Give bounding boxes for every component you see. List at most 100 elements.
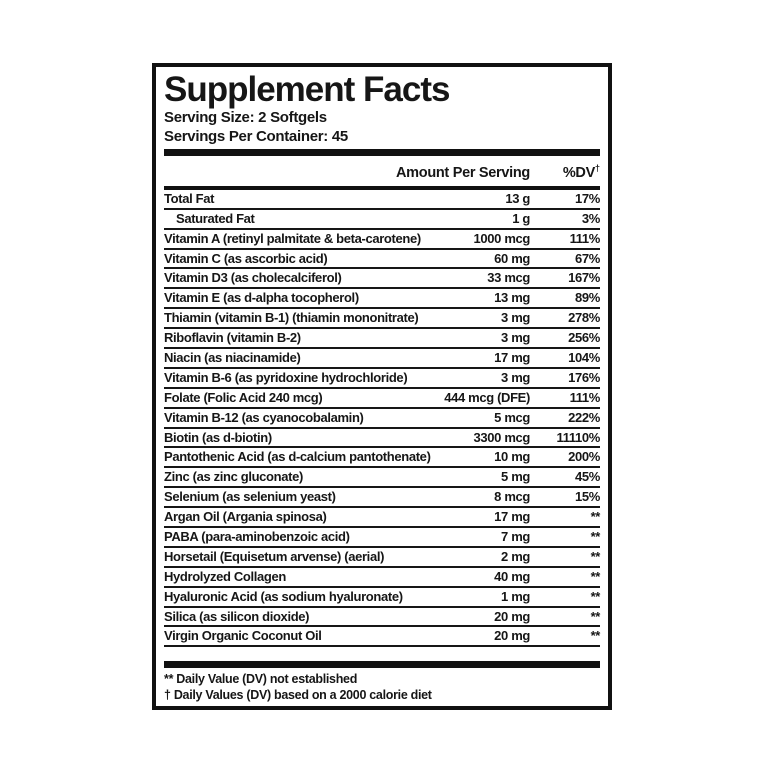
nutrient-amount: 2 mg bbox=[501, 548, 530, 564]
nutrient-amount: 1 g bbox=[512, 210, 530, 226]
nutrient-row: Virgin Organic Coconut Oil 20 mg ** bbox=[164, 627, 601, 648]
nutrient-name: Niacin (as niacinamide) bbox=[164, 349, 301, 365]
nutrient-name: Selenium (as selenium yeast) bbox=[164, 489, 336, 505]
nutrient-row: Saturated Fat 1 g 3% bbox=[164, 210, 600, 230]
nutrient-name: Vitamin E (as d-alpha tocopherol) bbox=[164, 290, 359, 306]
nutrient-dv: ** bbox=[590, 548, 601, 564]
nutrient-dv: 17% bbox=[575, 190, 600, 206]
nutrient-name: Thiamin (vitamin B-1) (thiamin mononitra… bbox=[164, 310, 419, 326]
nutrient-name: Biotin (as d-biotin) bbox=[164, 429, 272, 445]
nutrient-amount: 10 mg bbox=[494, 449, 530, 465]
nutrient-amount: 20 mg bbox=[494, 628, 530, 644]
nutrient-name: Hyaluronic Acid (as sodium hyaluronate) bbox=[164, 588, 403, 604]
nutrient-name: Silica (as silicon dioxide) bbox=[164, 608, 310, 624]
nutrient-amount: 20 mg bbox=[494, 608, 530, 624]
nutrient-name: Saturated Fat bbox=[176, 210, 255, 226]
nutrient-amount: 3 mg bbox=[501, 369, 530, 385]
nutrient-amount: 3300 mcg bbox=[473, 429, 531, 445]
nutrient-name: Argan Oil (Argania spinosa) bbox=[164, 509, 327, 525]
column-header-amount: Amount Per Serving bbox=[396, 164, 530, 181]
servings-per-container: Servings Per Container: 45 bbox=[164, 128, 348, 145]
nutrient-amount: 444 mcg (DFE) bbox=[444, 389, 530, 405]
nutrient-row: Silica (as silicon dioxide) 20 mg ** bbox=[164, 608, 600, 628]
nutrient-dv: 200% bbox=[568, 449, 600, 465]
nutrient-name: Vitamin A (retinyl palmitate & beta-caro… bbox=[164, 230, 421, 246]
nutrient-name: Folate (Folic Acid 240 mcg) bbox=[164, 389, 323, 405]
nutrient-row: Total Fat 13 g 17% bbox=[164, 190, 600, 210]
nutrient-dv: ** bbox=[590, 588, 601, 604]
nutrient-dv: ** bbox=[590, 608, 601, 624]
nutrient-dv: 67% bbox=[575, 250, 600, 266]
nutrient-name: Vitamin B-6 (as pyridoxine hydrochloride… bbox=[164, 369, 408, 385]
nutrient-dv: ** bbox=[590, 509, 601, 525]
nutrient-row: Biotin (as d-biotin) 3300 mcg 11110% bbox=[164, 429, 600, 449]
nutrient-name: PABA (para-aminobenzoic acid) bbox=[164, 528, 350, 544]
nutrient-amount: 40 mg bbox=[494, 568, 530, 584]
nutrient-row: Vitamin E (as d-alpha tocopherol) 13 mg … bbox=[164, 289, 600, 310]
divider-thick-bottom bbox=[164, 661, 600, 669]
nutrient-dv: ** bbox=[590, 528, 601, 544]
nutrient-amount: 1 mg bbox=[501, 588, 530, 604]
nutrient-row: Argan Oil (Argania spinosa) 17 mg ** bbox=[164, 508, 600, 528]
nutrient-amount: 13 g bbox=[505, 190, 530, 206]
nutrient-dv: 3% bbox=[581, 210, 600, 226]
divider-header-bottom bbox=[164, 185, 600, 190]
nutrient-dv: ** bbox=[590, 628, 601, 644]
nutrient-row: Horsetail (Equisetum arvense) (aerial) 2… bbox=[164, 548, 600, 568]
nutrient-name: Total Fat bbox=[164, 190, 215, 206]
nutrient-amount: 60 mg bbox=[494, 250, 530, 266]
nutrient-row: Vitamin D3 (as cholecalciferol) 33 mcg 1… bbox=[164, 269, 600, 290]
footnote-dv-not-established: ** Daily Value (DV) not established bbox=[164, 672, 358, 687]
nutrient-amount: 3 mg bbox=[501, 330, 530, 346]
nutrient-name: Horsetail (Equisetum arvense) (aerial) bbox=[164, 548, 385, 564]
dv-label: %DV bbox=[562, 164, 595, 181]
nutrient-name: Zinc (as zinc gluconate) bbox=[164, 469, 303, 485]
nutrient-name: Vitamin D3 (as cholecalciferol) bbox=[164, 270, 342, 286]
column-header-dv: %DV† bbox=[530, 161, 600, 181]
nutrient-amount: 17 mg bbox=[494, 349, 530, 365]
nutrient-row: Riboflavin (vitamin B-2) 3 mg 256% bbox=[164, 329, 600, 349]
nutrient-name: Vitamin C (as ascorbic acid) bbox=[164, 250, 328, 266]
nutrient-row: Zinc (as zinc gluconate) 5 mg 45% bbox=[164, 468, 600, 489]
nutrient-amount: 5 mcg bbox=[494, 409, 530, 425]
nutrient-amount: 1000 mcg bbox=[473, 230, 531, 246]
nutrient-amount: 17 mg bbox=[494, 509, 530, 525]
divider-thick-top bbox=[164, 149, 600, 156]
nutrient-dv: 15% bbox=[575, 489, 600, 505]
nutrient-amount: 8 mcg bbox=[494, 489, 530, 505]
nutrient-dv: 278% bbox=[568, 310, 600, 326]
nutrient-row: Vitamin C (as ascorbic acid) 60 mg 67% bbox=[164, 250, 600, 270]
nutrient-dv: 167% bbox=[568, 270, 600, 286]
nutrient-row: Vitamin A (retinyl palmitate & beta-caro… bbox=[164, 230, 600, 250]
nutrient-row: Selenium (as selenium yeast) 8 mcg 15% bbox=[164, 488, 600, 509]
nutrient-dv: ** bbox=[590, 568, 601, 584]
nutrient-dv: 45% bbox=[575, 469, 600, 485]
nutrient-row: PABA (para-aminobenzoic acid) 7 mg ** bbox=[164, 528, 600, 548]
nutrient-row: Hydrolyzed Collagen 40 mg ** bbox=[164, 568, 600, 588]
nutrient-row: Vitamin B-12 (as cyanocobalamin) 5 mcg 2… bbox=[164, 409, 600, 429]
nutrient-row: Vitamin B-6 (as pyridoxine hydrochloride… bbox=[164, 369, 600, 389]
serving-size: Serving Size: 2 Softgels bbox=[164, 109, 327, 126]
nutrient-name: Virgin Organic Coconut Oil bbox=[164, 628, 322, 644]
nutrient-row: Hyaluronic Acid (as sodium hyaluronate) … bbox=[164, 588, 600, 608]
nutrient-amount: 5 mg bbox=[501, 469, 530, 485]
nutrient-rows: Total Fat 13 g 17% Saturated Fat 1 g 3% … bbox=[164, 190, 601, 648]
nutrient-name: Hydrolyzed Collagen bbox=[164, 568, 286, 584]
nutrient-row: Niacin (as niacinamide) 17 mg 104% bbox=[164, 349, 600, 369]
nutrient-row: Folate (Folic Acid 240 mcg) 444 mcg (DFE… bbox=[164, 389, 600, 409]
nutrient-amount: 13 mg bbox=[494, 290, 530, 306]
footnote-dv-calorie-diet: † Daily Values (DV) based on a 2000 calo… bbox=[164, 687, 432, 702]
supplement-facts-panel: Supplement Facts Serving Size: 2 Softgel… bbox=[152, 63, 612, 710]
column-header-row: Amount Per Serving %DV† bbox=[164, 156, 600, 186]
nutrient-name: Pantothenic Acid (as d-calcium pantothen… bbox=[164, 449, 431, 465]
dagger-superscript: † bbox=[594, 163, 600, 173]
nutrient-dv: 111% bbox=[569, 230, 601, 246]
nutrient-dv: 89% bbox=[575, 290, 600, 306]
nutrient-amount: 7 mg bbox=[501, 528, 530, 544]
nutrient-dv: 11110% bbox=[556, 429, 601, 445]
nutrient-amount: 33 mcg bbox=[487, 270, 530, 286]
nutrient-dv: 222% bbox=[568, 409, 600, 425]
nutrient-dv: 176% bbox=[568, 369, 600, 385]
nutrient-dv: 104% bbox=[568, 349, 600, 365]
